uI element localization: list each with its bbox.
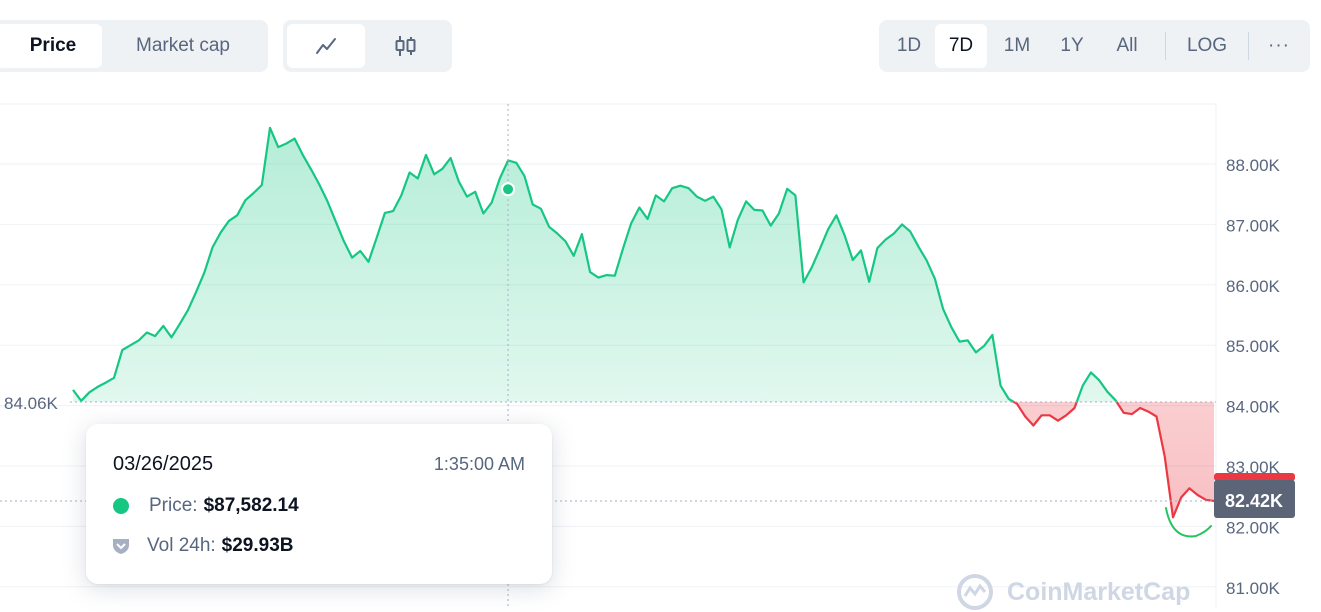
y-tick-label: 84.00K — [1226, 398, 1281, 417]
price-line-up — [72, 126, 1118, 402]
y-tick-label: 82.00K — [1226, 518, 1281, 537]
y-tick-label: 88.00K — [1226, 156, 1281, 175]
price-area-above — [73, 127, 1117, 402]
y-tick-label: 86.00K — [1226, 277, 1281, 296]
log-scale-button[interactable]: LOG — [1186, 35, 1228, 56]
current-price-badge — [1214, 480, 1295, 519]
metric-toggle: Price Market cap — [0, 20, 268, 72]
range-all-tab[interactable]: All — [1116, 35, 1138, 56]
annotation-curve — [1165, 507, 1212, 538]
market-cap-tab[interactable]: Market cap — [136, 35, 230, 56]
range-7d-tab[interactable]: 7D — [935, 24, 987, 68]
tooltip-volume-label: Vol 24h: — [147, 535, 216, 556]
watermark: CoinMarketCap — [955, 572, 1190, 612]
y-tick-label: 81.00K — [1226, 579, 1281, 598]
watermark-text: CoinMarketCap — [1007, 577, 1191, 606]
price-line-down — [1011, 401, 1215, 519]
y-tick-label: 85.00K — [1226, 337, 1281, 356]
y-tick-label: 87.00K — [1226, 216, 1281, 235]
more-options-button[interactable]: ··· — [1268, 35, 1290, 56]
tooltip-price-row: Price: $87,582.14 — [113, 494, 525, 518]
chart-type-toggle — [283, 20, 452, 72]
toolbar-divider — [1248, 32, 1249, 60]
coinmarketcap-logo-icon — [957, 574, 993, 610]
tooltip-time: 1:35:00 AM — [433, 453, 525, 474]
tooltip-date: 03/26/2025 — [113, 452, 214, 475]
range-1y-tab[interactable]: 1Y — [1060, 35, 1084, 56]
reference-label: 84.06K — [4, 394, 59, 413]
toolbar-divider — [1165, 32, 1166, 60]
range-1d-tab[interactable]: 1D — [896, 35, 922, 56]
range-1m-tab[interactable]: 1M — [1003, 35, 1031, 56]
current-badge-accent — [1214, 473, 1295, 482]
hover-marker — [501, 182, 516, 197]
tooltip-volume-row: Vol 24h: $29.93B — [113, 534, 525, 558]
price-dot-icon — [113, 498, 129, 514]
tooltip-price-value: $87,582.14 — [203, 495, 299, 516]
hover-tooltip: 03/26/2025 1:35:00 AM Price: $87,582.14 … — [86, 424, 552, 584]
y-tick-label: 83.00K — [1226, 458, 1281, 477]
tooltip-price-label: Price: — [149, 495, 198, 516]
candlestick-icon — [395, 36, 416, 56]
volume-shield-icon — [113, 539, 129, 554]
range-toggle: 1D 7D 1M 1Y All LOG ··· — [879, 20, 1310, 72]
candlestick-button[interactable] — [365, 24, 447, 68]
current-price-label: 82.42K — [1225, 491, 1283, 511]
price-tab[interactable]: Price — [0, 24, 102, 68]
line-chart-button[interactable] — [287, 24, 365, 68]
line-chart-icon — [316, 38, 336, 54]
tooltip-volume-value: $29.93B — [221, 535, 294, 556]
